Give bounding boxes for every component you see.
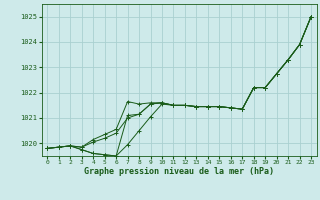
- X-axis label: Graphe pression niveau de la mer (hPa): Graphe pression niveau de la mer (hPa): [84, 167, 274, 176]
